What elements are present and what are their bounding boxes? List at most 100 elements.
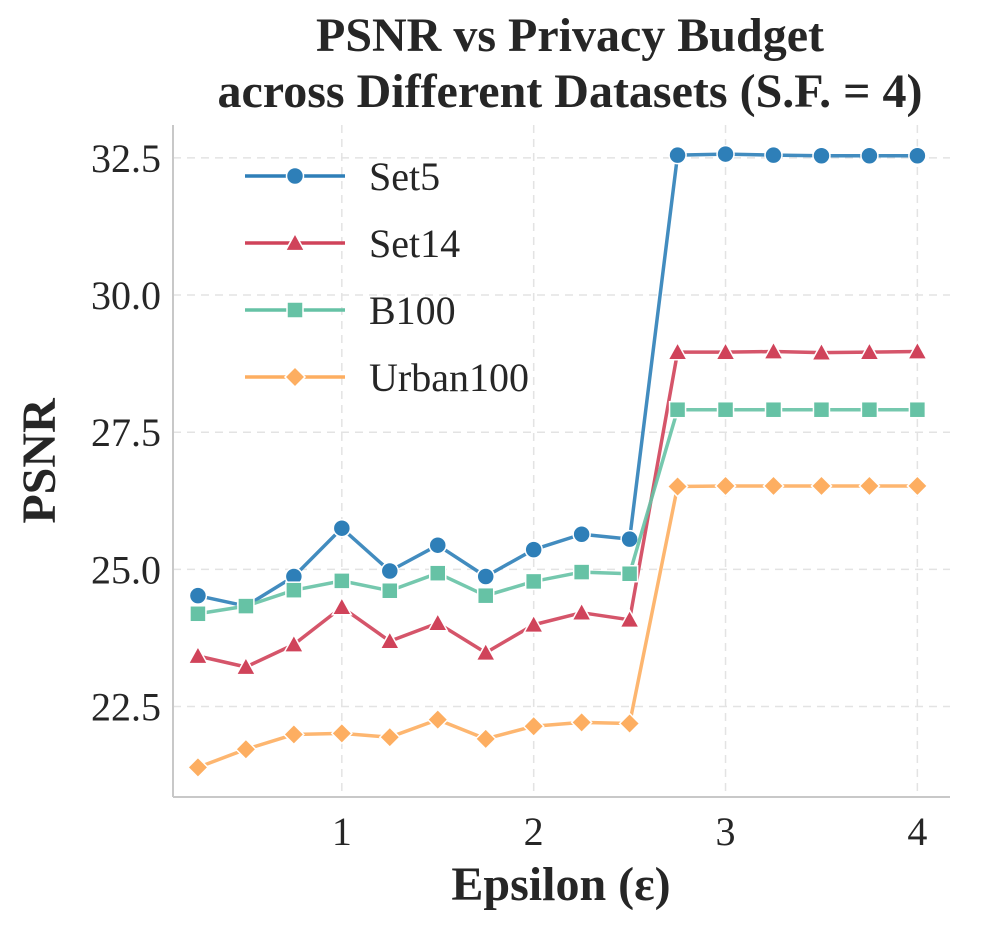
data-point-b100 [908, 400, 927, 419]
legend-item-urban100: Urban100 [245, 355, 529, 400]
legend-item-b100: B100 [245, 288, 456, 333]
data-point-b100 [333, 572, 351, 590]
data-point-urban100 [234, 738, 257, 761]
data-point-urban100 [426, 708, 449, 731]
x-tick-labels: 1 2 3 4 [332, 809, 928, 854]
y-tick-labels: 22.5 25.0 27.5 30.0 32.5 [91, 136, 161, 730]
data-point-b100 [237, 597, 255, 615]
data-point-set5 [332, 518, 352, 538]
data-point-b100 [285, 581, 303, 599]
data-point-b100 [716, 400, 735, 419]
x-tick-label: 3 [716, 809, 736, 854]
data-point-b100 [524, 572, 543, 591]
x-axis-label: Epsilon (ε) [451, 858, 670, 911]
data-point-b100 [381, 581, 399, 600]
x-tick-label: 2 [524, 809, 544, 854]
data-point-urban100 [474, 727, 497, 750]
legend-label-urban100: Urban100 [369, 355, 529, 400]
legend-marker-urban100 [283, 365, 307, 389]
x-tick-label: 1 [332, 809, 352, 854]
data-point-urban100 [522, 715, 545, 738]
data-point-b100 [572, 563, 591, 581]
data-point-urban100 [378, 726, 401, 749]
series-set14 [187, 340, 929, 676]
data-point-urban100 [810, 474, 833, 498]
data-point-b100 [429, 564, 447, 582]
chart-title: PSNR vs Privacy Budget across Different … [150, 8, 990, 120]
data-point-set5 [812, 146, 831, 165]
data-point-set14 [331, 596, 353, 616]
data-point-urban100 [330, 722, 353, 745]
data-point-set14 [906, 340, 929, 360]
data-point-urban100 [186, 756, 210, 779]
data-point-b100 [860, 400, 879, 419]
data-point-set5 [668, 145, 687, 165]
data-point-urban100 [858, 474, 881, 498]
series-line-b100 [197, 407, 918, 616]
series-line-set5 [197, 152, 918, 608]
series-urban100 [186, 474, 929, 779]
data-point-set14 [762, 340, 785, 360]
data-point-urban100 [618, 712, 641, 735]
series-line-set14 [197, 349, 918, 669]
data-point-set14 [666, 341, 689, 361]
data-point-set5 [428, 535, 448, 555]
data-point-urban100 [666, 475, 689, 498]
data-point-set14 [235, 655, 257, 676]
data-point-set14 [618, 608, 641, 629]
data-point-set5 [764, 145, 783, 165]
data-point-set14 [474, 641, 497, 662]
legend-label-set5: Set5 [369, 154, 440, 199]
data-point-b100 [476, 586, 495, 605]
series-set5 [188, 144, 927, 616]
data-point-urban100 [714, 474, 737, 498]
legend: Set5 Set14 B100 Urban100 [245, 154, 529, 400]
data-point-urban100 [282, 723, 305, 746]
legend-item-set5: Set5 [245, 154, 440, 199]
series-line-urban100 [197, 484, 918, 770]
data-point-set5 [476, 567, 495, 586]
data-point-urban100 [906, 474, 929, 498]
y-tick-label: 22.5 [91, 684, 161, 729]
data-point-set14 [379, 630, 401, 650]
data-point-set14 [522, 613, 545, 634]
series-group [186, 144, 929, 779]
y-tick-label: 27.5 [91, 410, 161, 455]
chart-title-line1: PSNR vs Privacy Budget [316, 9, 824, 62]
x-tick-label: 4 [907, 809, 927, 854]
axes [172, 125, 950, 798]
data-point-set14 [187, 644, 209, 665]
data-point-set14 [570, 601, 593, 622]
legend-label-set14: Set14 [369, 221, 460, 266]
legend-marker-set5 [285, 166, 305, 186]
data-point-b100 [764, 400, 783, 419]
y-tick-label: 25.0 [91, 547, 161, 592]
data-point-set14 [426, 612, 449, 632]
legend-label-b100: B100 [369, 288, 456, 333]
series-b100 [189, 400, 927, 623]
data-point-set5 [524, 540, 543, 559]
data-point-set14 [283, 633, 305, 653]
data-point-urban100 [762, 474, 785, 498]
data-point-set5 [716, 144, 735, 164]
data-point-set5 [908, 146, 927, 165]
chart-title-line2: across Different Datasets (S.F. = 4) [217, 65, 923, 118]
data-point-set14 [810, 341, 833, 362]
data-point-b100 [812, 400, 831, 419]
data-point-set14 [714, 341, 737, 361]
data-point-set5 [188, 586, 208, 605]
data-point-b100 [620, 564, 639, 583]
y-tick-label: 30.0 [91, 273, 161, 318]
data-point-set5 [380, 561, 400, 581]
data-point-set5 [620, 529, 639, 549]
data-point-urban100 [570, 711, 593, 734]
data-point-set5 [860, 146, 879, 165]
data-point-set5 [572, 524, 591, 544]
legend-marker-set14 [284, 231, 306, 252]
legend-marker-b100 [286, 301, 304, 319]
legend-item-set14: Set14 [245, 221, 460, 266]
data-point-set14 [858, 341, 881, 361]
data-point-b100 [668, 400, 687, 419]
y-axis-label: PSNR [13, 397, 66, 524]
